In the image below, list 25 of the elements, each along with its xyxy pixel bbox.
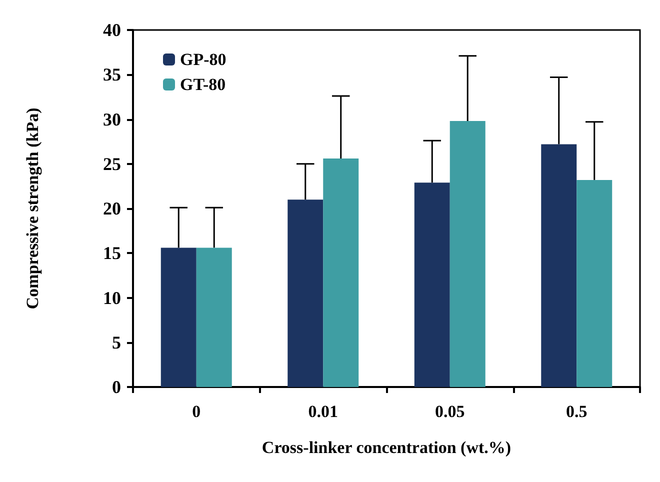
y-tick-label: 20	[103, 198, 121, 218]
x-tick-label: 0.5	[566, 402, 588, 421]
y-tick-label: 0	[112, 377, 121, 397]
y-tick-label: 15	[103, 243, 121, 264]
bar	[196, 248, 232, 387]
y-tick-label: 40	[103, 20, 121, 40]
bar	[323, 158, 359, 387]
y-tick-label: 35	[103, 64, 121, 85]
bar	[414, 182, 450, 387]
legend-label: GP-80	[180, 50, 226, 69]
x-tick-label: 0.05	[435, 402, 465, 421]
x-tick-label: 0.01	[308, 402, 338, 421]
y-tick-label: 5	[112, 332, 121, 352]
y-tick-label: 30	[103, 109, 121, 130]
x-axis-title: Cross-linker concentration (wt.%)	[262, 438, 512, 457]
bar	[288, 200, 324, 387]
bar	[160, 248, 196, 387]
y-tick-label: 25	[103, 154, 121, 174]
y-tick-label: 10	[103, 288, 121, 308]
bar	[541, 144, 577, 387]
bar	[576, 180, 612, 387]
y-axis-title: Compressive strength (kPa)	[23, 108, 42, 310]
x-tick-label: 0	[192, 402, 201, 421]
bar	[450, 121, 486, 387]
legend-label: GT-80	[180, 75, 226, 94]
